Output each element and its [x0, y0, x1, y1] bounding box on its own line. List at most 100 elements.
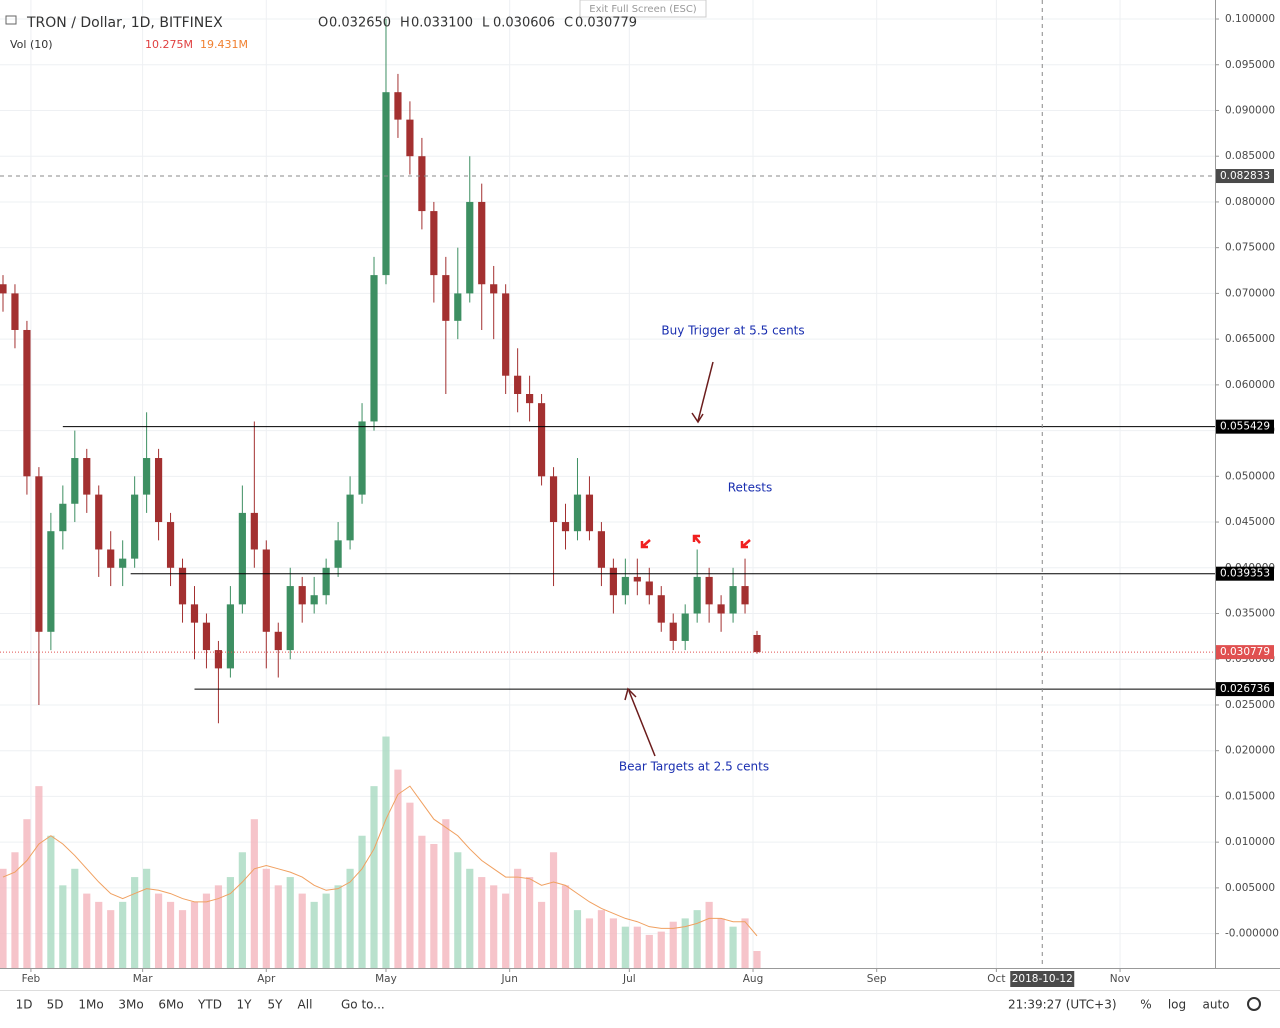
candle-body — [645, 581, 653, 596]
volume-bar — [454, 852, 462, 968]
candle-body — [418, 156, 426, 212]
ohlc-value: 0.030606 — [493, 16, 555, 31]
candle-body — [0, 284, 7, 294]
goto-button[interactable]: Go to... — [341, 998, 385, 1012]
candle-body — [166, 522, 175, 568]
candle-body — [95, 494, 103, 550]
candle-body — [154, 458, 163, 523]
volume-bar — [382, 736, 390, 968]
candle-body — [705, 576, 713, 605]
level-label: 0.055429 — [1220, 421, 1270, 433]
candle-body — [310, 595, 318, 605]
marker — [640, 539, 651, 549]
collapse-icon[interactable] — [5, 15, 17, 25]
volume-bar — [370, 786, 378, 968]
candle-body — [729, 586, 737, 614]
volume-pane — [0, 736, 761, 968]
annotation: Retests — [728, 481, 772, 495]
symbol[interactable]: TRON / Dollar, 1D, BITFINEX — [26, 15, 223, 31]
level-tag — [1216, 419, 1274, 434]
range-button[interactable]: 5Y — [268, 998, 284, 1012]
candle-body — [334, 540, 342, 568]
range-button[interactable]: All — [298, 998, 313, 1012]
range-button[interactable]: 1D — [16, 998, 33, 1012]
volume-ma-line — [2, 785, 758, 937]
volume-bar — [561, 885, 570, 968]
volume-bar — [95, 901, 103, 968]
volume-bar — [47, 835, 55, 968]
candle-body — [214, 650, 223, 669]
volume-bar — [669, 921, 677, 968]
x-tick-label: Mar — [133, 973, 153, 985]
arrow-head — [691, 412, 704, 424]
candle-body — [430, 211, 438, 276]
volume-bar — [418, 835, 426, 968]
range-button[interactable]: 5D — [47, 998, 64, 1012]
volume-bar — [537, 901, 546, 968]
annotations — [624, 361, 714, 757]
crosshair-tag — [1216, 169, 1274, 184]
volume-bar — [466, 868, 474, 968]
annotation: Buy Trigger at 5.5 cents — [661, 324, 804, 338]
ohlc-key: L — [482, 16, 490, 31]
candle-body — [681, 613, 689, 641]
candle-body — [274, 631, 282, 651]
volume-bar — [741, 918, 749, 968]
candle-body — [669, 622, 677, 641]
candle-body — [190, 604, 199, 623]
volume-bar — [274, 885, 282, 968]
vol-label: Vol (10) — [10, 38, 53, 51]
settings-icon[interactable] — [1247, 997, 1261, 1011]
exit-button[interactable] — [579, 0, 707, 18]
volume-bar — [190, 901, 199, 968]
volume-bar — [0, 868, 7, 968]
range-button[interactable]: 1Y — [237, 998, 253, 1012]
x-tick-label: Apr — [257, 973, 276, 985]
y-tick-label: 0.060000 — [1225, 379, 1275, 391]
volume-bar — [430, 844, 438, 968]
marker — [692, 534, 701, 544]
log-toggle[interactable]: log — [1168, 998, 1186, 1012]
y-tick-label: 0.015000 — [1225, 790, 1275, 802]
volume-bar — [119, 901, 127, 968]
x-tick-label: Jul — [622, 973, 636, 985]
volume-bar — [406, 802, 414, 968]
y-tick-label: 0.050000 — [1225, 470, 1275, 482]
candle-body — [202, 622, 211, 651]
candle-body — [633, 576, 641, 582]
exit-fullscreen[interactable]: Exit Full Screen (ESC) — [589, 4, 697, 15]
volume-bar — [609, 918, 617, 968]
arrow — [697, 361, 714, 422]
retest-markers — [640, 534, 751, 549]
candle-body — [490, 284, 498, 294]
range-button[interactable]: YTD — [197, 998, 222, 1012]
volume-bar — [526, 877, 534, 968]
volume-bar — [143, 868, 151, 968]
y-tick-label: 0.020000 — [1225, 745, 1275, 757]
volume-bar — [573, 910, 582, 968]
candle-body — [394, 92, 402, 120]
y-tick-label: 0.075000 — [1225, 242, 1275, 254]
volume-bar — [705, 901, 713, 968]
y-tick-label: 0.045000 — [1225, 516, 1275, 528]
volume-bar — [358, 835, 366, 968]
candle-body — [47, 531, 55, 632]
candle-body — [119, 558, 127, 568]
volume-bar — [442, 819, 450, 968]
volume-bar — [250, 819, 258, 968]
candle-body — [717, 604, 725, 614]
auto-toggle[interactable]: auto — [1202, 998, 1229, 1012]
range-button[interactable]: 1Mo — [78, 998, 103, 1012]
volume-bar — [131, 877, 139, 968]
level-label: 0.039353 — [1220, 568, 1270, 580]
percent-toggle[interactable]: % — [1140, 998, 1151, 1012]
y-tick-label: 0.065000 — [1225, 333, 1275, 345]
volume-bar — [83, 893, 91, 968]
candle-body — [23, 329, 31, 477]
volume-bar — [178, 910, 187, 968]
x-tick-label: May — [375, 973, 397, 985]
range-button[interactable]: 3Mo — [118, 998, 143, 1012]
volume-bar — [753, 951, 761, 968]
range-button[interactable]: 6Mo — [158, 998, 183, 1012]
candle-body — [11, 293, 19, 330]
